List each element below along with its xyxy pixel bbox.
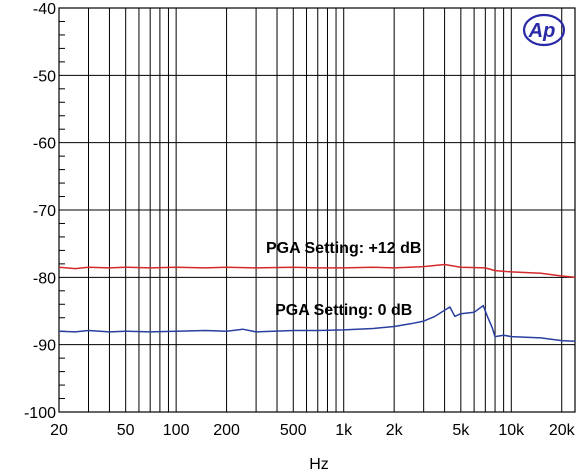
x-axis-label: Hz xyxy=(309,456,329,473)
y-tick-label: -80 xyxy=(33,270,56,287)
y-tick-labels: -100 -90 -80 -70 -60 -50 -40 xyxy=(24,1,56,422)
grid xyxy=(59,8,575,412)
annotation-1: PGA Setting: +12 dB xyxy=(266,240,421,257)
x-tick-label: 10k xyxy=(498,422,525,439)
x-tick-label: 50 xyxy=(117,422,135,439)
annotation-2: PGA Setting: 0 dB xyxy=(275,302,412,319)
y-tick-label: -100 xyxy=(24,405,56,422)
ap-logo-ring xyxy=(522,13,566,47)
ap-logo-text: Ap xyxy=(528,20,556,42)
x-tick-label: 20k xyxy=(549,422,576,439)
y-tick-label: -40 xyxy=(33,1,56,18)
y-minor-ticks xyxy=(59,20,65,400)
series-line-2 xyxy=(58,304,576,343)
x-tick-label: 500 xyxy=(280,422,307,439)
x-tick-label: 5k xyxy=(452,422,470,439)
y-tick-label: -50 xyxy=(33,68,56,85)
x-tick-label: 20 xyxy=(50,422,68,439)
ap-logo: Ap xyxy=(522,13,566,47)
x-tick-labels: 20 50 100 200 500 1k 2k 5k 10k 20k xyxy=(50,422,576,439)
plot-frame xyxy=(58,7,576,413)
annotations: PGA Setting: +12 dB PGA Setting: 0 dB xyxy=(266,240,421,319)
x-tick-label: 1k xyxy=(335,422,353,439)
y-tick-label: -60 xyxy=(33,136,56,153)
series-line-1 xyxy=(58,263,576,279)
series-group xyxy=(58,263,576,343)
x-tick-label: 2k xyxy=(386,422,404,439)
y-tick-label: -90 xyxy=(33,338,56,355)
x-tick-label: 100 xyxy=(163,422,190,439)
x-tick-label: 200 xyxy=(213,422,240,439)
y-tick-label: -70 xyxy=(33,203,56,220)
